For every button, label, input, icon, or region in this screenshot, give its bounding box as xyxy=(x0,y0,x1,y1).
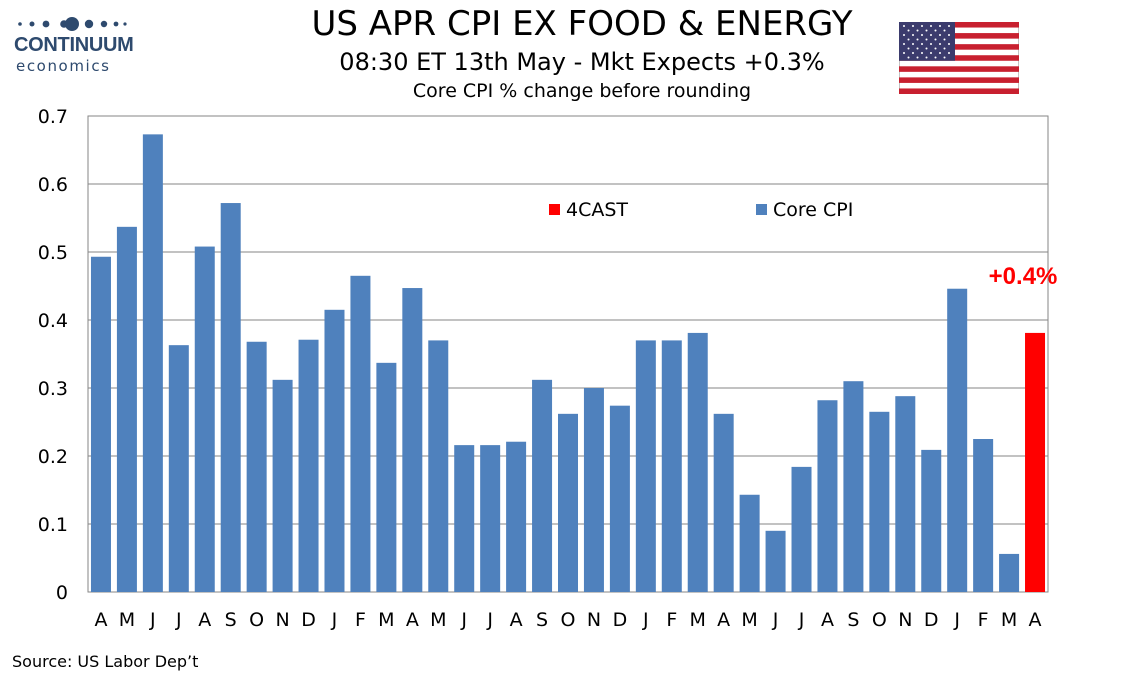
chart-subtitle: 08:30 ET 13th May - Mkt Expects +0.3% xyxy=(339,48,825,76)
core-cpi-bar xyxy=(843,381,864,592)
x-tick-label: M xyxy=(378,609,394,631)
x-tick-label: M xyxy=(690,609,706,631)
y-tick-label: 0.7 xyxy=(38,106,68,128)
x-tick-label: A xyxy=(510,609,523,631)
core-cpi-bar xyxy=(168,345,189,592)
core-cpi-bar xyxy=(635,340,656,592)
core-cpi-bar xyxy=(298,339,319,592)
x-tick-label: A xyxy=(198,609,211,631)
core-cpi-bar xyxy=(999,553,1020,592)
legend-swatch-core xyxy=(756,204,767,215)
y-tick-label: 0 xyxy=(56,582,68,604)
logo-brand: CONTINUUM xyxy=(14,34,134,56)
core-cpi-bar xyxy=(687,332,708,592)
core-cpi-bar xyxy=(116,226,137,592)
x-tick-label: A xyxy=(1029,609,1042,631)
core-cpi-bar xyxy=(739,494,760,592)
x-tick-label: N xyxy=(587,609,601,631)
chart-caption: Core CPI % change before rounding xyxy=(412,80,752,102)
x-tick-label: J xyxy=(149,609,156,631)
x-tick-label: O xyxy=(249,609,264,631)
y-tick-label: 0.5 xyxy=(38,242,68,264)
core-cpi-bar xyxy=(324,309,345,592)
x-tick-label: S xyxy=(536,609,548,631)
core-cpi-bar xyxy=(895,396,916,592)
x-tick-label: J xyxy=(460,609,467,631)
x-tick-label: M xyxy=(1001,609,1017,631)
core-cpi-bar xyxy=(376,362,397,592)
x-tick-label: A xyxy=(821,609,834,631)
x-tick-label: F xyxy=(978,609,989,631)
core-cpi-bar xyxy=(609,405,630,592)
x-tick-label: M xyxy=(741,609,757,631)
core-cpi-bar xyxy=(713,413,734,592)
x-tick-label: J xyxy=(798,609,805,631)
source-note: Source: US Labor Dep’t xyxy=(12,652,199,671)
x-tick-label: J xyxy=(642,609,649,631)
core-cpi-bar xyxy=(142,134,163,593)
x-tick-label: J xyxy=(331,609,338,631)
continuum-logo: CONTINUUM economics xyxy=(14,14,144,78)
legend-label-4cast: 4CAST xyxy=(566,199,628,221)
core-cpi-bar xyxy=(272,379,293,592)
core-cpi-bar xyxy=(454,445,475,592)
core-cpi-bar xyxy=(480,445,501,592)
core-cpi-bar xyxy=(817,400,838,592)
x-tick-label: D xyxy=(924,609,939,631)
x-tick-label: J xyxy=(175,609,182,631)
logo-dots-icon xyxy=(18,17,127,31)
chart-title: US APR CPI EX FOOD & ENERGY xyxy=(311,4,853,44)
x-tick-label: F xyxy=(666,609,677,631)
x-tick-label: D xyxy=(613,609,628,631)
x-tick-label: N xyxy=(275,609,289,631)
x-tick-label: A xyxy=(406,609,419,631)
x-tick-label: J xyxy=(772,609,779,631)
core-cpi-bar xyxy=(506,441,527,592)
forecast-annotation: +0.4% xyxy=(989,263,1058,290)
y-tick-label: 0.1 xyxy=(38,514,68,536)
core-cpi-bar xyxy=(350,275,371,592)
y-tick-label: 0.6 xyxy=(38,174,68,196)
core-cpi-bar xyxy=(532,379,553,592)
x-tick-label: M xyxy=(430,609,446,631)
core-cpi-bar xyxy=(558,413,578,592)
core-cpi-bar xyxy=(428,340,449,592)
x-tick-label: A xyxy=(717,609,730,631)
y-tick-label: 0.3 xyxy=(38,378,68,400)
x-tick-label: M xyxy=(119,609,135,631)
x-tick-label: F xyxy=(355,609,366,631)
y-tick-label: 0.2 xyxy=(38,446,68,468)
core-cpi-bar xyxy=(246,341,267,592)
y-tick-label: 0.4 xyxy=(38,310,68,332)
us-flag-icon xyxy=(899,22,1019,94)
x-tick-label: N xyxy=(898,609,912,631)
x-tick-label: J xyxy=(953,609,960,631)
core-cpi-bar xyxy=(402,288,423,592)
core-cpi-bar xyxy=(921,449,942,592)
core-cpi-bar xyxy=(791,466,812,592)
core-cpi-bar xyxy=(869,411,890,592)
core-cpi-bar xyxy=(194,246,215,592)
legend-swatch-4cast xyxy=(549,204,560,215)
core-cpi-bar xyxy=(947,288,968,592)
core-cpi-bar xyxy=(973,439,994,592)
core-cpi-bar xyxy=(220,203,241,593)
x-tick-label: O xyxy=(872,609,887,631)
x-tick-label: O xyxy=(561,609,576,631)
x-tick-label: J xyxy=(486,609,493,631)
legend-label-core: Core CPI xyxy=(773,199,853,221)
x-tick-label: S xyxy=(847,609,859,631)
core-cpi-bar xyxy=(90,256,111,592)
forecast-bar xyxy=(1025,332,1046,592)
x-tick-label: S xyxy=(225,609,237,631)
logo-sub: economics xyxy=(16,57,111,75)
core-cpi-bar xyxy=(765,530,786,592)
x-tick-label: A xyxy=(94,609,107,631)
core-cpi-bar xyxy=(583,388,604,592)
x-tick-label: D xyxy=(301,609,316,631)
core-cpi-bar xyxy=(661,340,682,592)
